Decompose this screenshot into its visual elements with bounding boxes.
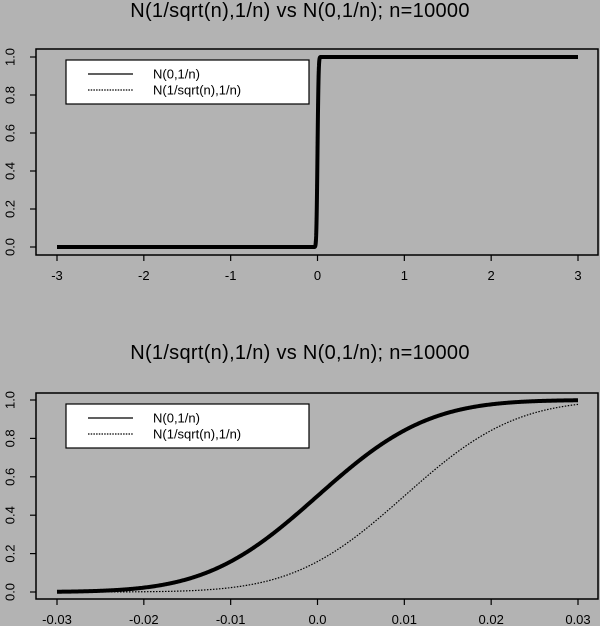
x-tick-label: 0.03 — [565, 612, 590, 626]
x-tick-label: 0.02 — [479, 612, 504, 626]
x-tick-label: -0.03 — [42, 612, 72, 626]
x-tick-label: -2 — [138, 268, 150, 283]
x-tick-label: -0.01 — [216, 612, 246, 626]
x-tick-label: 3 — [574, 268, 581, 283]
y-tick-label: 0.0 — [2, 583, 17, 601]
chart-panel-bottom: N(1/sqrt(n),1/n) vs N(0,1/n); n=10000 -0… — [0, 313, 600, 626]
plot-area-top: -3 -2 -1 0 1 2 3 0.0 0.2 0.4 0.6 0.8 1.0 N(0,1/n)N(1/… — [2, 48, 599, 283]
chart-title-top: N(1/sqrt(n),1/n) vs N(0,1/n); n=10000 — [130, 0, 470, 22]
series-line-nshift — [57, 403, 579, 593]
series-line-nshift — [57, 56, 579, 248]
x-tick-label: -0.02 — [129, 612, 159, 626]
y-tick-label: 0.2 — [2, 545, 17, 563]
plot-area-bottom: -0.03 -0.02 -0.01 0.0 0.01 0.02 0.03 0.0 0.2 0.4 0… — [2, 391, 599, 626]
series-line-n0 — [55, 398, 580, 594]
chart-title-bottom: N(1/sqrt(n),1/n) vs N(0,1/n); n=10000 — [130, 342, 470, 364]
y-tick-label: 0.6 — [2, 468, 17, 486]
series-points-nshift — [314, 60, 321, 244]
y-tick-label: 1.0 — [2, 391, 17, 409]
y-tick-label: 0.6 — [2, 124, 17, 142]
y-tick-label: 0.4 — [2, 162, 17, 180]
y-tick-label: 0.2 — [2, 200, 17, 218]
x-tick-label: -1 — [225, 268, 237, 283]
legend-label: N(1/sqrt(n),1/n) — [153, 427, 241, 442]
legend-label: N(0,1/n) — [153, 67, 200, 82]
x-tick-label: 0.01 — [392, 612, 417, 626]
y-tick-label: 0.4 — [2, 506, 17, 524]
x-tick-label: 1 — [401, 268, 408, 283]
chart-panel-top: N(1/sqrt(n),1/n) vs N(0,1/n); n=10000 -3… — [2, 0, 599, 283]
x-tick-label: -3 — [51, 268, 63, 283]
legend-label: N(1/sqrt(n),1/n) — [153, 83, 241, 98]
y-tick-label: 0.0 — [2, 238, 17, 256]
y-tick-label: 0.8 — [2, 86, 17, 104]
legend-label: N(0,1/n) — [153, 411, 200, 426]
x-tick-label: 0 — [314, 268, 321, 283]
x-tick-label: 2 — [488, 268, 495, 283]
legend: N(0,1/n)N(1/sqrt(n),1/n) — [65, 403, 310, 449]
y-tick-label: 0.8 — [2, 429, 17, 447]
x-tick-label: 0.0 — [308, 612, 326, 626]
legend: N(0,1/n)N(1/sqrt(n),1/n) — [65, 59, 310, 105]
y-tick-label: 1.0 — [2, 48, 17, 66]
